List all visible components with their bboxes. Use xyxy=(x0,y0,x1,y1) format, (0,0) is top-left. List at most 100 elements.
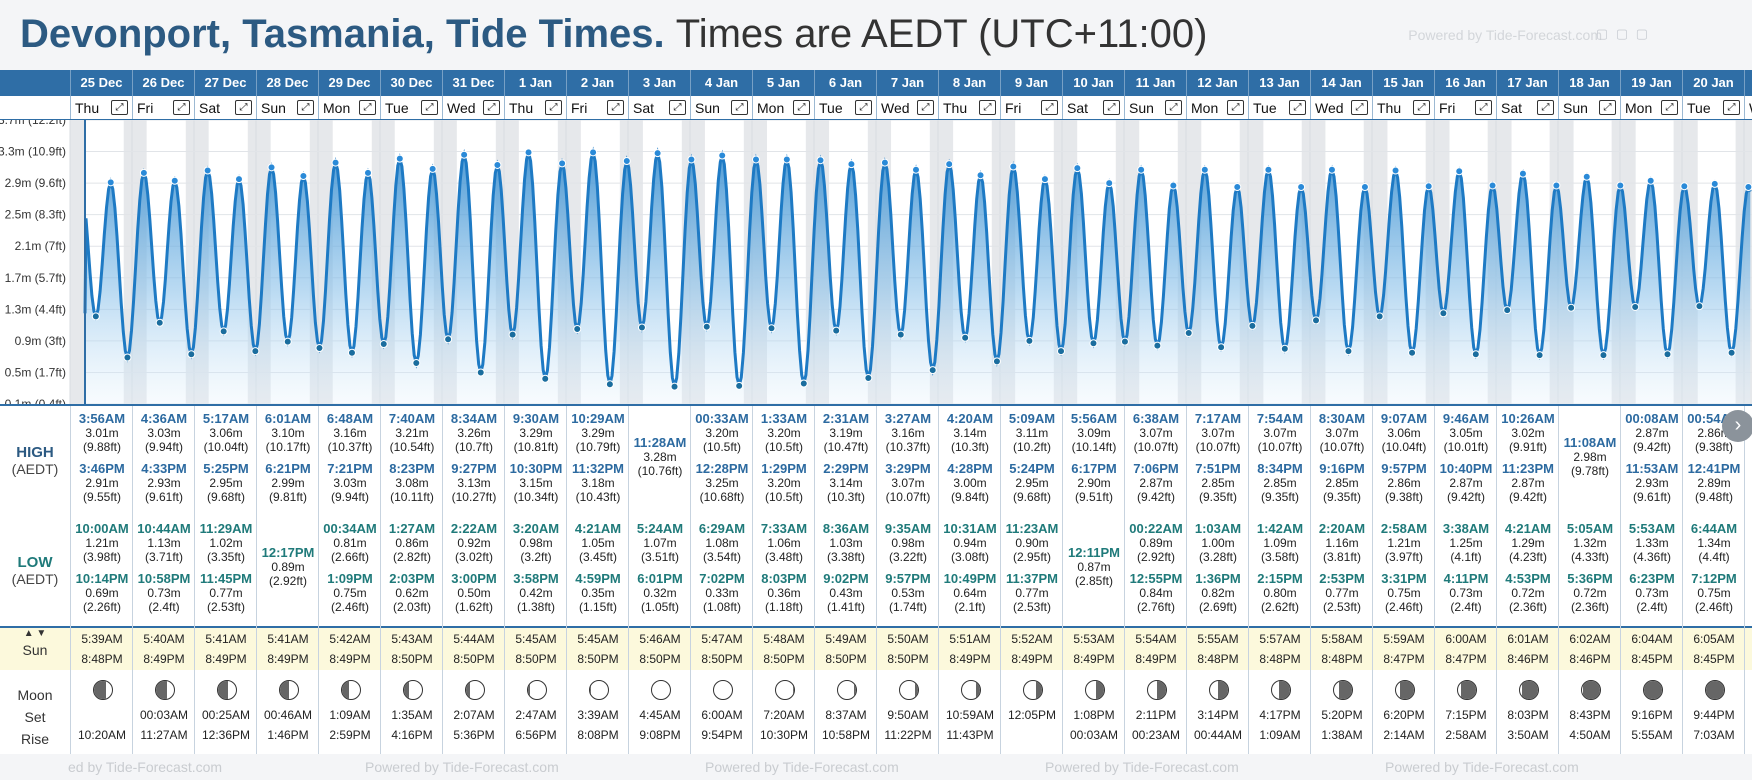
tide-height-m: 1.00m xyxy=(1201,536,1235,550)
moonrise-time: 8:12AM xyxy=(1745,728,1752,742)
expand-day-icon[interactable]: ⤢ xyxy=(1723,100,1740,115)
high-tide-point xyxy=(718,151,727,160)
high-tide-point xyxy=(1391,166,1400,175)
expand-day-icon[interactable]: ⤢ xyxy=(421,100,438,115)
moonrise-time: 10:30PM xyxy=(759,728,809,742)
tide-height-m: 3.14m xyxy=(829,476,863,490)
expand-day-icon[interactable]: ⤢ xyxy=(607,100,624,115)
expand-day-icon[interactable]: ⤢ xyxy=(1227,100,1244,115)
high-tide-point xyxy=(1327,165,1336,174)
expand-day-icon[interactable]: ⤢ xyxy=(1537,100,1554,115)
tide-time: 4:28PM xyxy=(947,461,993,476)
expand-day-icon[interactable]: ⤢ xyxy=(545,100,562,115)
expand-day-icon[interactable]: ⤢ xyxy=(1599,100,1616,115)
day-column: 7:40AM 3.21m (10.54ft) 8:23PM 3.08m (10.11ft)… xyxy=(380,406,442,780)
high-tide-point xyxy=(1616,181,1625,190)
expand-day-icon[interactable]: ⤢ xyxy=(483,100,500,115)
expand-day-icon[interactable]: ⤢ xyxy=(1351,100,1368,115)
tide-height-ft: (3.54ft) xyxy=(702,550,741,564)
share-icons[interactable]: ▢ ▢ ▢ xyxy=(1595,26,1650,41)
tide-time: 12:41PM xyxy=(1687,461,1741,476)
expand-day-icon[interactable]: ⤢ xyxy=(111,100,128,115)
tide-time: 6:48AM xyxy=(326,411,374,426)
low-tide-entry: 2:58AM 1.21m (3.97ft) xyxy=(1373,522,1435,565)
scroll-right-button[interactable]: › xyxy=(1722,410,1752,442)
expand-day-icon[interactable]: ⤢ xyxy=(173,100,190,115)
day-column: 9:46AM 3.05m (10.01ft) 10:40PM 2.87m (9.42ft)… xyxy=(1434,406,1496,780)
day-column: 6:48AM 3.16m (10.37ft) 7:21PM 3.03m (9.94ft) 0… xyxy=(318,406,380,780)
page-footer: ed by Tide-Forecast.com Powered by Tide-… xyxy=(0,754,1752,780)
tide-height-ft: (10.5ft) xyxy=(702,440,741,454)
expand-day-icon[interactable]: ⤢ xyxy=(979,100,996,115)
tide-time: 6:23PM xyxy=(1629,571,1675,586)
weekday-cell: Thu ⤢ xyxy=(504,96,566,119)
low-tide-entry: 8:03PM 0.36m (1.18ft) xyxy=(753,572,815,615)
low-tide-entry: 5:05AM 1.32m (4.33ft) xyxy=(1559,522,1621,565)
low-tide-point xyxy=(896,330,905,339)
day-column: 10:29AM 3.29m (10.79ft) 11:32PM 3.18m (10.43f… xyxy=(566,406,628,780)
expand-day-icon[interactable]: ⤢ xyxy=(359,100,376,115)
weekday-label: Fri xyxy=(1439,100,1456,116)
tide-time: 8:34AM xyxy=(450,411,498,426)
moon-phase-icon xyxy=(341,680,361,700)
y-tick-label: 0.9m (3ft) xyxy=(15,334,66,348)
expand-day-icon[interactable]: ⤢ xyxy=(1289,100,1306,115)
expand-day-icon[interactable]: ⤢ xyxy=(731,100,748,115)
tide-height-ft: (10.07ft) xyxy=(1257,440,1303,454)
day-column: 00:08AM 2.87m (9.42ft) 11:53AM 2.93m (9.61ft)… xyxy=(1620,406,1682,780)
low-tide-point xyxy=(670,382,679,391)
moonset-time: 7:15PM xyxy=(1445,708,1487,722)
expand-day-icon[interactable]: ⤢ xyxy=(1103,100,1120,115)
tide-height-m: 3.02m xyxy=(1511,426,1545,440)
high-tide-point xyxy=(1297,183,1306,192)
high-tide-point xyxy=(1009,162,1018,171)
expand-day-icon[interactable]: ⤢ xyxy=(1413,100,1430,115)
date-cell: 6 Jan xyxy=(814,70,876,96)
date-header-row: 25 Dec 26 Dec 27 Dec 28 Dec 29 Dec 30 Dec 31 D… xyxy=(0,70,1752,96)
expand-day-icon[interactable]: ⤢ xyxy=(1475,100,1492,115)
expand-day-icon[interactable]: ⤢ xyxy=(793,100,810,115)
date-cell: 11 Jan xyxy=(1124,70,1186,96)
tide-height-m: 1.25m xyxy=(1449,536,1483,550)
low-tide-point xyxy=(1663,350,1672,359)
tide-time: 11:53AM xyxy=(1625,461,1679,476)
low-tide-entry: 2:53PM 0.77m (2.53ft) xyxy=(1311,572,1373,615)
tide-time: 7:06PM xyxy=(1133,461,1179,476)
sunset-time: 8:49PM xyxy=(949,652,991,666)
expand-day-icon[interactable]: ⤢ xyxy=(297,100,314,115)
low-tide-point xyxy=(1375,312,1384,321)
tide-time: 5:09AM xyxy=(1008,411,1056,426)
high-tide-entry: 5:25PM 2.95m (9.68ft) xyxy=(195,462,257,505)
day-column: 5:09AM 3.11m (10.2ft) 5:24PM 2.95m (9.68ft) 11… xyxy=(1000,406,1062,780)
expand-day-icon[interactable]: ⤢ xyxy=(1165,100,1182,115)
tide-height-m: 3.13m xyxy=(457,476,491,490)
moonrise-time: 1:09AM xyxy=(1259,728,1301,742)
expand-day-icon[interactable]: ⤢ xyxy=(855,100,872,115)
tide-height-ft: (9.78ft) xyxy=(1570,464,1609,478)
low-tide-entry: 12:55PM 0.84m (2.76ft) xyxy=(1125,572,1187,615)
high-tide-point xyxy=(1040,175,1049,184)
tide-height-ft: (3.48ft) xyxy=(764,550,803,564)
tide-time: 7:02PM xyxy=(699,571,745,586)
low-tide-point xyxy=(992,357,1001,366)
tide-height-ft: (10.34ft) xyxy=(513,490,559,504)
low-tide-point xyxy=(315,343,324,352)
high-tide-point xyxy=(234,175,243,184)
moonset-time: 4:45AM xyxy=(639,708,681,722)
expand-day-icon[interactable]: ⤢ xyxy=(669,100,686,115)
expand-day-icon[interactable]: ⤢ xyxy=(1661,100,1678,115)
expand-day-icon[interactable]: ⤢ xyxy=(235,100,252,115)
sunrise-time: 5:43AM xyxy=(391,632,433,646)
tide-time: 3:27AM xyxy=(884,411,932,426)
night-band xyxy=(70,120,85,406)
expand-day-icon[interactable]: ⤢ xyxy=(917,100,934,115)
sunrise-time: 5:45AM xyxy=(515,632,557,646)
tide-height-ft: (10.54ft) xyxy=(389,440,435,454)
tide-height-m: 0.94m xyxy=(953,536,987,550)
tide-height-m: 0.43m xyxy=(829,586,863,600)
day-column: 6:01AM 3.10m (10.17ft) 6:21PM 2.99m (9.81ft) 1… xyxy=(256,406,318,780)
tide-time: 4:21AM xyxy=(574,521,622,536)
expand-day-icon[interactable]: ⤢ xyxy=(1041,100,1058,115)
sunset-time: 8:50PM xyxy=(577,652,619,666)
sunrise-time: 5:46AM xyxy=(639,632,681,646)
